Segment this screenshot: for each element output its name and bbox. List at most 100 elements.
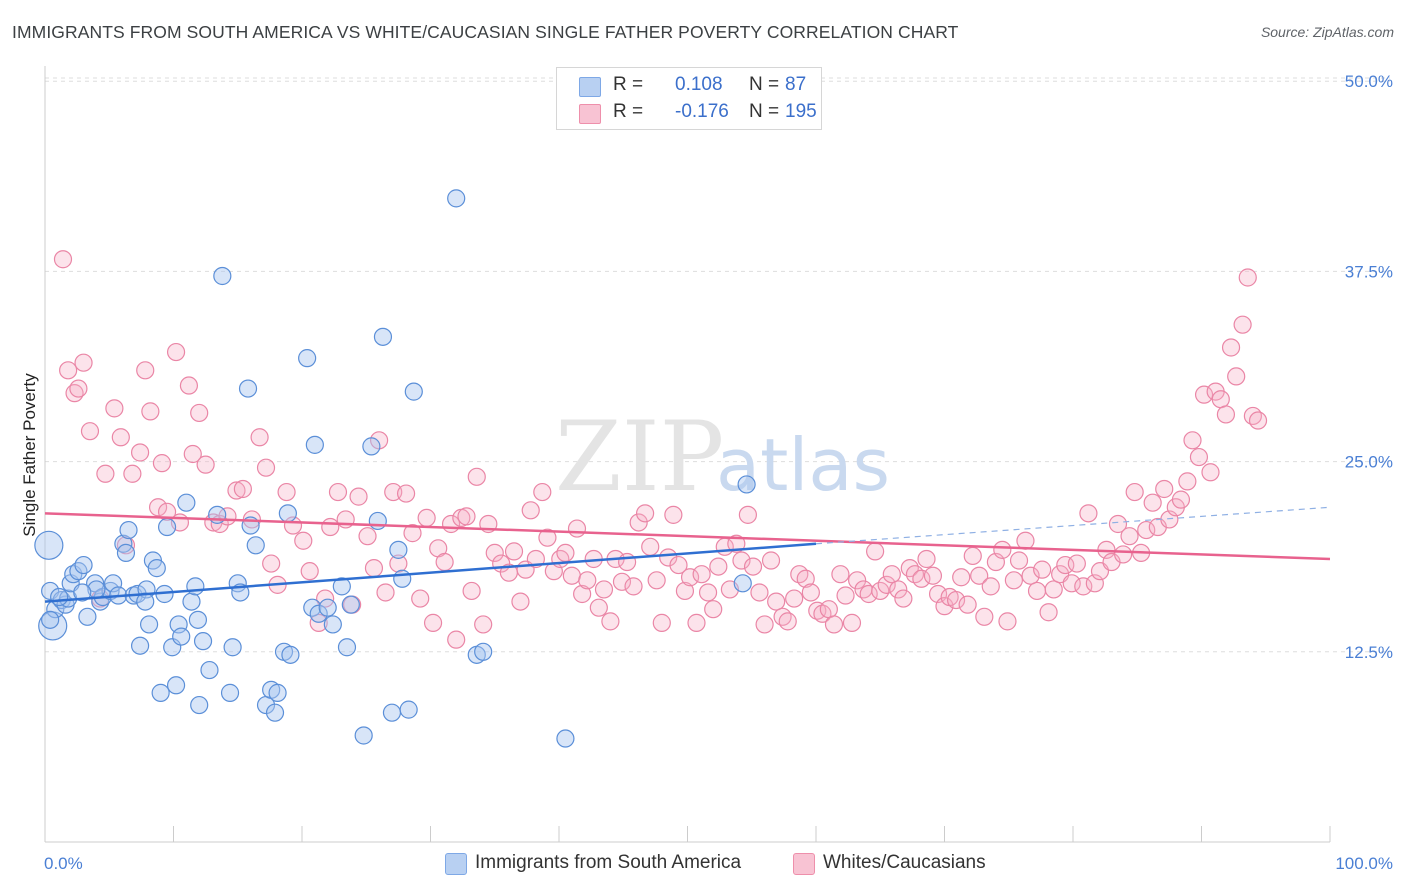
immigrants-point — [393, 569, 412, 588]
stats-legend: R = 0.108 N = 87 R = -0.176 N = 195 — [556, 67, 822, 130]
whites-point — [1016, 531, 1035, 550]
whites-point — [1201, 463, 1220, 482]
y-tick-label: 12.5% — [1345, 643, 1393, 662]
whites-point — [562, 566, 581, 585]
immigrants-point — [172, 627, 191, 646]
whites-point — [824, 615, 844, 634]
whites-point — [946, 590, 966, 610]
whites-point — [785, 589, 804, 608]
whites-point — [652, 613, 671, 632]
whites-point — [1137, 520, 1156, 540]
whites-point — [1021, 566, 1040, 585]
immigrants-point — [373, 327, 393, 346]
legend-r-value: 0.108 — [675, 74, 723, 95]
axes — [44, 66, 1331, 843]
whites-point — [1221, 338, 1241, 357]
whites-point — [923, 566, 943, 585]
whites-point — [396, 484, 416, 503]
immigrants-point — [318, 598, 337, 617]
immigrants-point — [78, 607, 97, 626]
whites-point — [74, 353, 93, 372]
whites-point — [917, 549, 936, 569]
whites-point — [152, 454, 172, 473]
immigrants-point — [556, 729, 575, 748]
immigrants-point — [332, 577, 351, 596]
whites-point — [457, 507, 476, 526]
whites-point — [1171, 490, 1191, 509]
immigrants-point — [278, 504, 297, 523]
whites-point — [1120, 527, 1139, 546]
y-tick-label: 50.0% — [1345, 72, 1393, 91]
whites-point — [166, 342, 186, 362]
bottom-legend-swatch-whites — [793, 853, 815, 875]
immigrants-point — [177, 493, 196, 512]
whites-point — [778, 612, 797, 631]
whites-point — [533, 482, 552, 502]
whites-point — [105, 399, 124, 418]
whites-point — [111, 428, 130, 447]
whites-point — [1178, 472, 1197, 491]
whites-point — [294, 531, 313, 550]
immigrants-point — [354, 726, 373, 745]
whites-point — [624, 577, 643, 596]
whites-point — [761, 551, 781, 570]
immigrants-point — [389, 540, 408, 559]
watermark-zip: ZIP — [555, 401, 724, 513]
whites-point — [277, 482, 296, 502]
whites-point — [669, 555, 688, 575]
whites-point — [462, 581, 481, 601]
legend-swatch-immigrants — [579, 77, 601, 97]
whites-point — [767, 592, 786, 611]
whites-point — [889, 580, 908, 599]
whites-point — [963, 546, 982, 566]
whites-point — [1155, 479, 1174, 499]
immigrants-point — [157, 517, 177, 537]
legend-n-value: 87 — [785, 74, 807, 95]
immigrants-point — [74, 555, 93, 575]
legend-r-value: -0.176 — [675, 101, 729, 122]
whites-point — [629, 513, 648, 532]
whites-point — [485, 543, 504, 563]
immigrants-point — [193, 632, 213, 651]
whites-point — [227, 481, 246, 500]
whites-point — [573, 584, 592, 604]
whites-point — [1233, 315, 1252, 334]
whites-point — [349, 487, 368, 506]
whites-point — [467, 467, 486, 486]
bottom-legend-label-whites: Whites/Caucasians — [823, 852, 986, 873]
whites-point — [727, 534, 746, 553]
immigrants-point — [238, 379, 258, 398]
watermark-atlas: atlas — [716, 423, 890, 507]
whites-point — [738, 505, 757, 524]
whites-point — [53, 250, 73, 269]
whites-point — [647, 571, 666, 590]
whites-point — [1238, 268, 1257, 287]
whites-point — [1114, 545, 1133, 564]
whites-point — [578, 571, 597, 590]
whites-point — [567, 519, 587, 538]
whites-point — [1079, 504, 1098, 523]
legend-r-label: R = — [613, 74, 644, 95]
whites-point — [123, 464, 142, 483]
immigrants-point — [119, 520, 138, 540]
whites-point — [417, 508, 436, 528]
whites-point — [196, 455, 215, 474]
whites-point — [1108, 514, 1128, 534]
immigrants-point — [223, 638, 242, 657]
immigrants-point — [188, 610, 208, 629]
whites-point — [836, 586, 855, 605]
whites-point — [447, 630, 466, 649]
whites-point — [601, 612, 620, 631]
whites-point — [1125, 482, 1144, 502]
y-tick-label: 37.5% — [1345, 262, 1393, 281]
whites-point — [157, 502, 177, 521]
whites-point — [866, 542, 885, 561]
whites-point — [635, 504, 655, 523]
whites-point — [389, 554, 408, 573]
whites-point — [859, 584, 878, 604]
immigrants-point — [182, 592, 201, 611]
whites-point — [659, 548, 678, 567]
immigrants-point — [139, 615, 159, 634]
whites-point — [328, 482, 348, 502]
whites-point — [743, 557, 763, 576]
